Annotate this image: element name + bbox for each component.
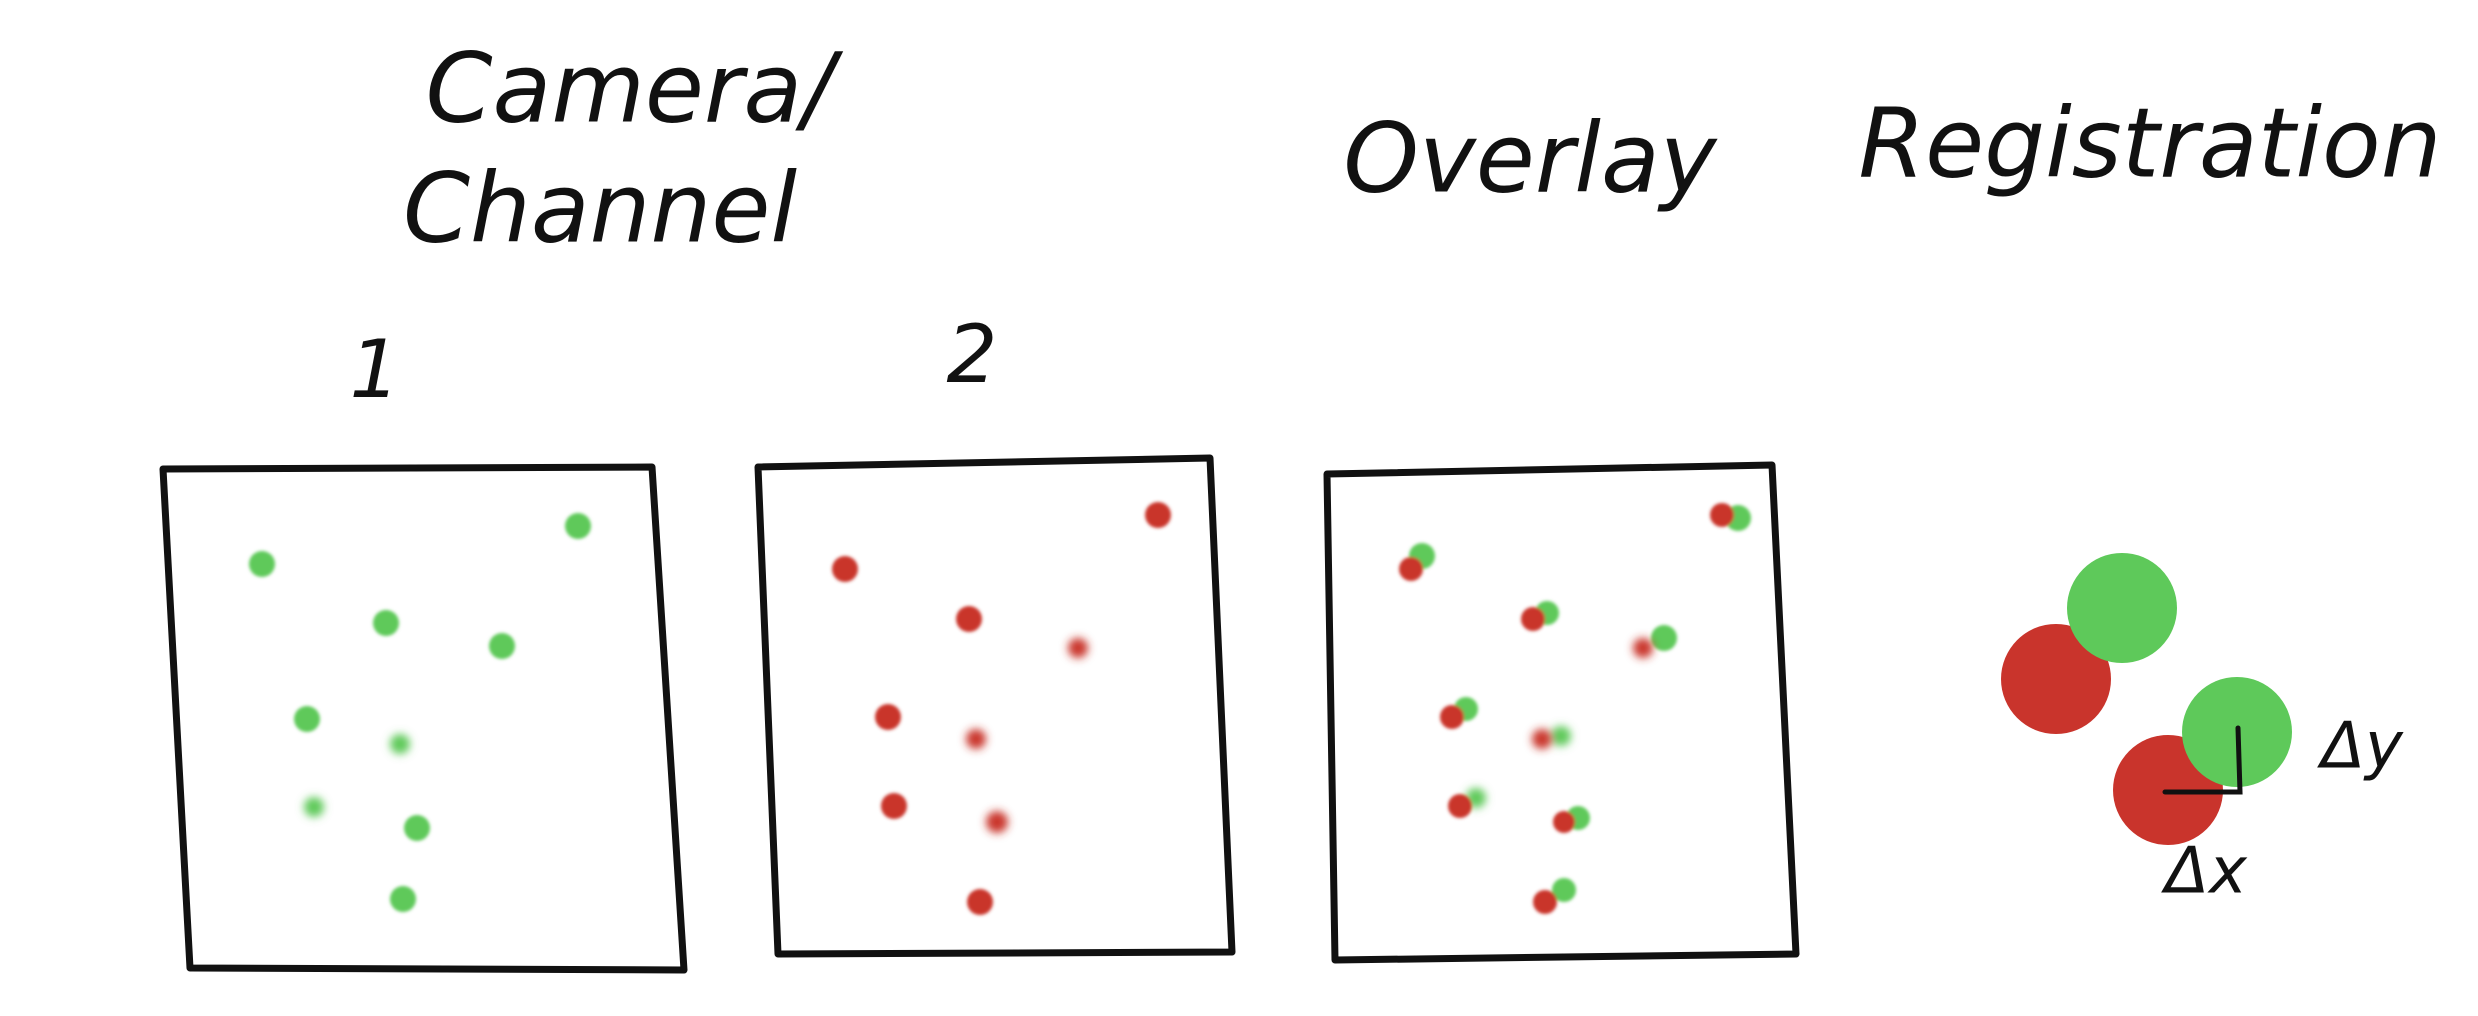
title-line-1: Camera/: [425, 32, 843, 144]
registration-title: Registration: [1858, 87, 2441, 199]
dot: [1633, 638, 1653, 658]
dot: [304, 797, 324, 817]
dot: [1440, 705, 1464, 729]
dot: [967, 889, 993, 915]
panel-box: [159, 463, 688, 974]
dot: [249, 551, 275, 577]
dot: [294, 706, 320, 732]
red-circle: [2001, 624, 2111, 734]
dot: [956, 606, 982, 632]
dot: [966, 729, 986, 749]
dot: [373, 610, 399, 636]
panel-label: 2: [947, 308, 998, 401]
dot: [489, 633, 515, 659]
title-line-2: Channel: [403, 152, 797, 264]
dot: [1553, 811, 1575, 833]
delta-y-label: Δy: [2316, 710, 2404, 784]
dot: [1551, 726, 1571, 746]
overlay-title: Overlay: [1343, 102, 1717, 214]
dot: [986, 811, 1008, 833]
dot: [390, 886, 416, 912]
channel-2-dots: [832, 502, 1171, 915]
dot: [1521, 607, 1545, 631]
dot: [875, 704, 901, 730]
dot: [404, 815, 430, 841]
dot: [1532, 729, 1552, 749]
panel-box: [754, 454, 1236, 958]
dot: [390, 734, 410, 754]
dot: [1448, 794, 1472, 818]
dot: [881, 793, 907, 819]
offset-marker: [2162, 725, 2243, 795]
panel-label: 1: [350, 323, 401, 416]
green-circle: [2067, 553, 2177, 663]
dot: [1533, 890, 1557, 914]
registration-illustration: Δy Δx: [2001, 553, 2404, 909]
dot: [1399, 557, 1423, 581]
dot: [1552, 878, 1576, 902]
delta-x-label: Δx: [2160, 835, 2248, 909]
dot: [832, 556, 858, 582]
dot: [565, 513, 591, 539]
dot: [1651, 625, 1677, 651]
channel-1-dots: [249, 513, 591, 912]
overlay-dots: [1399, 503, 1751, 914]
dot: [1710, 503, 1734, 527]
dot: [1145, 502, 1171, 528]
dot: [1068, 638, 1088, 658]
panel-box: [1323, 461, 1800, 964]
